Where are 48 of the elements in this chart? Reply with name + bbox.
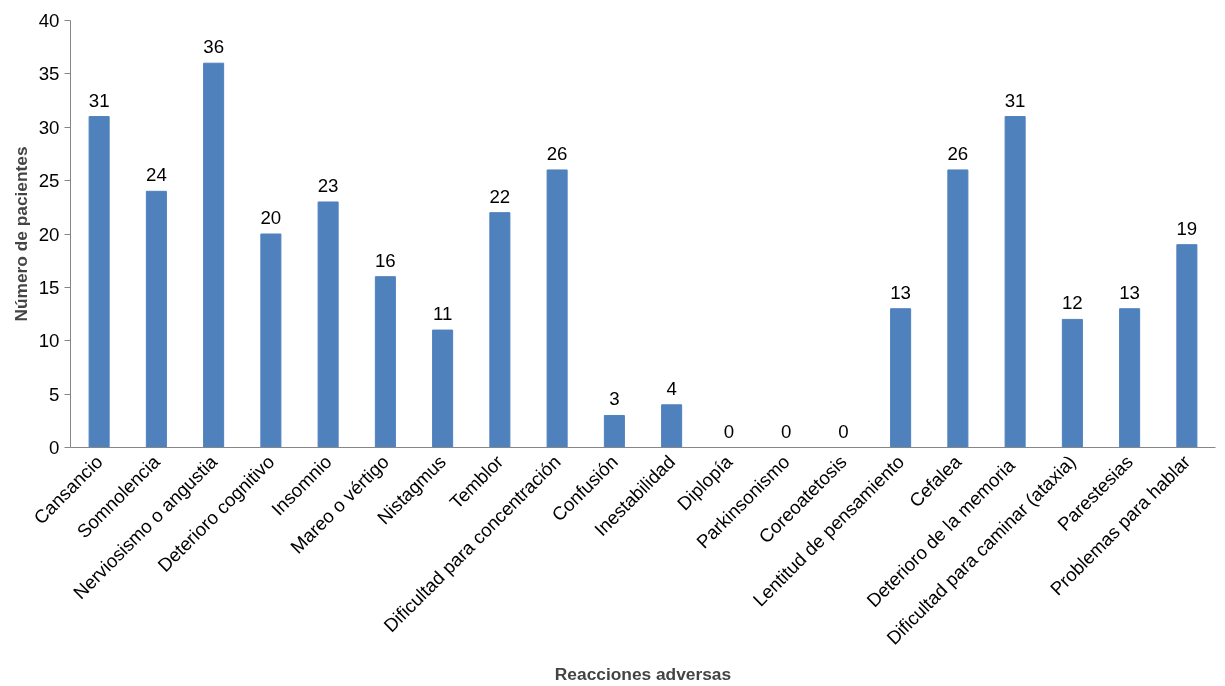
y-tick-label: 30	[38, 116, 60, 138]
data-label: 26	[546, 142, 568, 164]
y-tick-label: 5	[49, 383, 60, 405]
data-label: 0	[780, 420, 792, 442]
bar	[88, 116, 110, 448]
data-label: 22	[489, 185, 511, 207]
data-label: 19	[1176, 217, 1198, 239]
data-label: 36	[203, 36, 225, 58]
bar	[1004, 116, 1026, 448]
data-label: 13	[890, 281, 912, 303]
bar	[947, 169, 969, 448]
y-tick-label: 15	[38, 276, 60, 298]
y-tick-label: 10	[38, 330, 60, 352]
x-axis-title: Reacciones adversas	[554, 663, 732, 684]
bar	[317, 201, 339, 448]
data-label: 12	[1062, 292, 1083, 314]
y-tick-label: 25	[38, 170, 60, 192]
bar	[260, 233, 282, 448]
data-label: 13	[1119, 281, 1141, 303]
data-label: 31	[1004, 89, 1026, 111]
y-axis-title: Número de pacientes	[10, 146, 31, 322]
data-label: 0	[838, 420, 849, 442]
data-label: 0	[723, 420, 735, 442]
data-label: 31	[88, 89, 110, 111]
bar	[1119, 308, 1141, 448]
bar	[890, 308, 912, 448]
bar	[489, 212, 511, 448]
data-label: 24	[146, 164, 167, 186]
bar	[203, 62, 225, 448]
y-tick-label: 40	[38, 10, 60, 31]
bar	[1176, 244, 1198, 448]
data-label: 4	[666, 377, 677, 399]
data-label: 11	[432, 303, 453, 325]
y-tick-label: 35	[38, 63, 60, 85]
data-label: 23	[317, 174, 339, 196]
bar	[432, 329, 454, 448]
data-label: 20	[260, 207, 282, 228]
bar	[603, 414, 625, 448]
data-label: 16	[375, 249, 396, 271]
y-tick-label: 0	[49, 437, 60, 458]
bar	[374, 276, 396, 448]
bar	[546, 169, 568, 448]
bar	[661, 404, 683, 448]
bar	[1061, 318, 1083, 448]
data-label: 26	[947, 142, 969, 164]
bar	[145, 190, 167, 448]
y-tick-label: 20	[38, 223, 60, 245]
data-label: 3	[609, 388, 620, 410]
